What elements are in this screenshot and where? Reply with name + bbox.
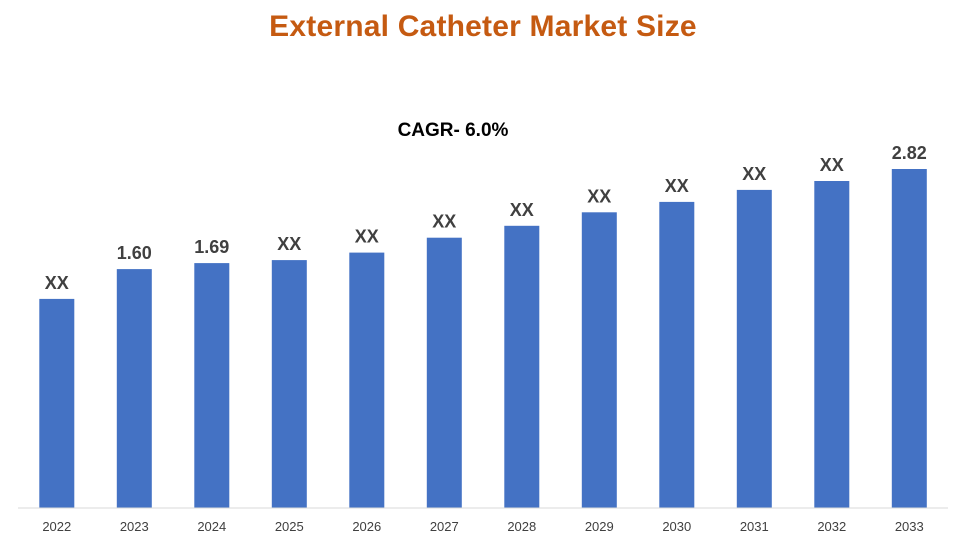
x-tick-label-2026: 2026 bbox=[352, 519, 381, 534]
data-label-2030: XX bbox=[665, 176, 689, 196]
x-tick-label-2029: 2029 bbox=[585, 519, 614, 534]
x-tick-label-2025: 2025 bbox=[275, 519, 304, 534]
x-tick-label-2024: 2024 bbox=[197, 519, 226, 534]
bar-2028 bbox=[504, 225, 540, 509]
data-label-2033: 2.82 bbox=[892, 143, 927, 163]
data-label-2022: XX bbox=[45, 273, 69, 293]
bar-2033 bbox=[891, 169, 927, 508]
chart-title: External Catheter Market Size bbox=[269, 10, 697, 43]
x-tick-label-2023: 2023 bbox=[120, 519, 149, 534]
x-tick-label-2031: 2031 bbox=[740, 519, 769, 534]
data-label-2029: XX bbox=[587, 186, 611, 206]
x-tick-label-2032: 2032 bbox=[817, 519, 846, 534]
x-tick-label-2027: 2027 bbox=[430, 519, 459, 534]
bar-2023 bbox=[116, 269, 152, 508]
data-label-2032: XX bbox=[820, 155, 844, 175]
x-tick-label-2033: 2033 bbox=[895, 519, 924, 534]
x-tick-labels-layer: 2022 2023 2024 2025 2026 2027 2028 2029 2030 2031… bbox=[42, 519, 923, 534]
x-tick-label-2028: 2028 bbox=[507, 519, 536, 534]
bar-2027 bbox=[426, 237, 462, 508]
data-label-2028: XX bbox=[510, 200, 534, 220]
bar-2032 bbox=[814, 181, 850, 508]
bar-2031 bbox=[736, 189, 772, 508]
bar-2030 bbox=[659, 201, 695, 508]
data-label-2027: XX bbox=[432, 212, 456, 232]
bars-layer bbox=[39, 169, 927, 509]
cagr-annotation: CAGR- 6.0% bbox=[398, 120, 509, 141]
data-label-2023: 1.60 bbox=[117, 243, 152, 263]
bar-2025 bbox=[271, 260, 307, 508]
bar-2029 bbox=[581, 212, 617, 509]
data-label-2031: XX bbox=[742, 164, 766, 184]
data-label-2025: XX bbox=[277, 234, 301, 254]
data-label-2024: 1.69 bbox=[194, 237, 229, 257]
bar-2022 bbox=[39, 298, 75, 508]
x-tick-label-2022: 2022 bbox=[42, 519, 71, 534]
bar-2026 bbox=[349, 252, 385, 508]
data-label-2026: XX bbox=[355, 227, 379, 247]
bar-2024 bbox=[194, 263, 230, 508]
x-tick-label-2030: 2030 bbox=[662, 519, 691, 534]
data-labels-layer: XX 1.60 1.69 XX XX XX XX XX XX XX XX 2.82 bbox=[45, 143, 927, 293]
